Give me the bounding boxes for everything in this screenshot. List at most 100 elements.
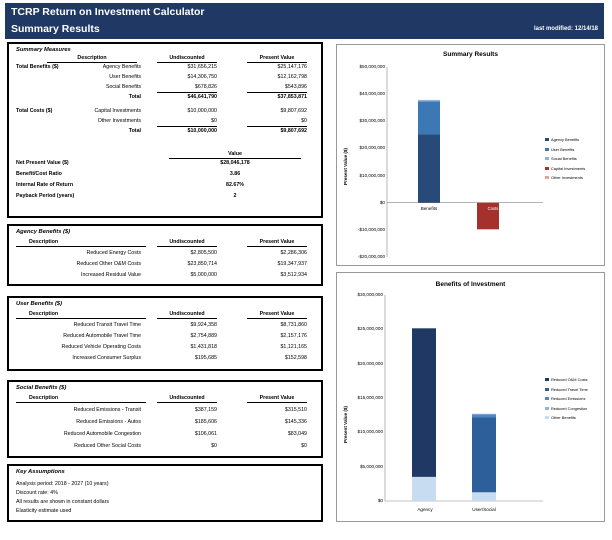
social-benefits-panel: Social Benefits ($) Description Undiscou… bbox=[7, 380, 323, 458]
bar-segment bbox=[477, 202, 499, 230]
bar-segment bbox=[418, 101, 440, 135]
panel-title: User Benefits ($) bbox=[16, 301, 63, 307]
legend-item: Agency Benefits bbox=[545, 137, 579, 142]
bar-segment bbox=[418, 134, 440, 203]
row-present-value-total: $37,853,871 bbox=[277, 94, 307, 100]
row-present-value: $2,286,306 bbox=[280, 250, 307, 256]
row-label: Reduced Automobile Congestion bbox=[63, 431, 141, 437]
row-present-value: $152,598 bbox=[284, 355, 307, 361]
bar-segment bbox=[412, 476, 436, 501]
agency-benefits-panel: Agency Benefits ($) Description Undiscou… bbox=[7, 224, 323, 286]
x-category-label: Benefits bbox=[420, 206, 438, 211]
legend-swatch bbox=[545, 176, 549, 180]
y-tick-label: $0 bbox=[379, 199, 385, 205]
bar-segment bbox=[418, 99, 440, 102]
row-label: Reduced Vehicle Operating Costs bbox=[61, 344, 142, 350]
legend-item: Reduced O&M Costs bbox=[545, 377, 588, 382]
x-category-label: Agency bbox=[417, 507, 433, 512]
assumption-line: Elasticity estimate used bbox=[16, 508, 72, 514]
y-tick-label: $30,000,000 bbox=[357, 292, 383, 297]
legend-swatch bbox=[545, 147, 549, 151]
row-label: Reduced Other Social Costs bbox=[74, 443, 141, 449]
row-undiscounted-total: $10,000,000 bbox=[187, 128, 217, 134]
row-undiscounted: $678,826 bbox=[194, 84, 217, 90]
chart2-plot bbox=[384, 295, 543, 502]
row-undiscounted: $2,805,500 bbox=[190, 250, 217, 256]
user-benefits-panel: User Benefits ($) Description Undiscount… bbox=[7, 296, 323, 371]
panel-title: Key Assumptions bbox=[16, 469, 65, 475]
legend-item: Other Benefits bbox=[545, 415, 576, 420]
y-tick-label: $0 bbox=[377, 498, 383, 503]
benefits-of-investment-chart: Benefits of Investment Present Value ($)… bbox=[336, 272, 605, 522]
y-tick-label: $40,000,000 bbox=[359, 91, 385, 97]
bar-segment bbox=[472, 417, 496, 493]
row-present-value: $315,510 bbox=[284, 407, 307, 413]
row-present-value: $83,049 bbox=[287, 431, 307, 437]
summary-results-chart: Summary Results Present Value ($) $50,00… bbox=[336, 44, 605, 266]
row-present-value: $19,347,937 bbox=[277, 261, 307, 267]
measure-label: Benefit/Cost Ratio bbox=[16, 171, 62, 177]
assumption-line: All results are shown in constant dollar… bbox=[16, 499, 110, 505]
chart-title: Summary Results bbox=[443, 51, 498, 58]
row-undiscounted: $14,306,750 bbox=[187, 74, 217, 80]
row-present-value: $0 bbox=[301, 443, 307, 449]
page-header: TCRP Return on Investment Calculator Sum… bbox=[5, 3, 604, 39]
row-undiscounted-total: $46,641,790 bbox=[187, 94, 217, 100]
total-benefits-label: Total Benefits ($) bbox=[16, 64, 59, 70]
bar-segment bbox=[472, 414, 496, 418]
y-tick-label: $25,000,000 bbox=[357, 326, 383, 332]
y-tick-label: -$10,000,000 bbox=[357, 226, 385, 232]
row-present-value: $2,157,176 bbox=[280, 333, 307, 339]
measure-value: $28,046,178 bbox=[220, 160, 250, 166]
legend-swatch bbox=[545, 138, 549, 142]
y-tick-label: $50,000,000 bbox=[359, 64, 385, 69]
legend-item: Capital Investments bbox=[545, 166, 585, 171]
measure-value: 82.67% bbox=[226, 182, 244, 188]
row-present-value: $8,731,860 bbox=[280, 322, 307, 328]
y-tick-label: -$20,000,000 bbox=[357, 254, 385, 259]
row-undiscounted: $106,061 bbox=[194, 431, 217, 437]
total-costs-label: Total Costs ($) bbox=[16, 108, 53, 114]
col-present-value: Present Value bbox=[259, 55, 295, 61]
row-label: User Benefits bbox=[109, 74, 141, 80]
page-title: Summary Results bbox=[11, 23, 100, 35]
legend-swatch bbox=[545, 406, 549, 410]
row-present-value: $0 bbox=[301, 118, 307, 124]
row-label: Other Investments bbox=[97, 118, 141, 124]
row-present-value: $1,121,165 bbox=[280, 344, 307, 350]
x-category-label: Costs bbox=[487, 206, 499, 211]
row-undiscounted: $31,656,215 bbox=[187, 64, 217, 70]
x-category-label: User/Social bbox=[472, 507, 496, 512]
row-undiscounted: $1,431,818 bbox=[190, 344, 217, 350]
row-undiscounted: $23,850,714 bbox=[187, 261, 217, 267]
legend-swatch bbox=[545, 397, 549, 401]
row-undiscounted: $9,924,358 bbox=[190, 322, 217, 328]
row-label: Social Benefits bbox=[105, 84, 141, 90]
bar-segment bbox=[472, 413, 496, 415]
row-undiscounted: $0 bbox=[211, 443, 217, 449]
col-present-value: Present Value bbox=[259, 395, 295, 401]
assumption-line: Discount rate: 4% bbox=[16, 490, 58, 496]
row-present-value: $25,147,176 bbox=[277, 64, 307, 70]
row-present-value: $12,162,798 bbox=[277, 74, 307, 80]
row-label: Increased Consumer Surplus bbox=[72, 355, 141, 361]
row-undiscounted: $185,606 bbox=[194, 419, 217, 425]
y-tick-label: $10,000,000 bbox=[359, 172, 385, 178]
row-label-total: Total bbox=[128, 128, 141, 134]
legend-item: Reduced Travel Time bbox=[545, 387, 588, 392]
legend-item: Reduced Congestion bbox=[545, 406, 587, 411]
row-undiscounted: $387,159 bbox=[194, 407, 217, 413]
legend-swatch bbox=[545, 166, 549, 170]
y-tick-label: $10,000,000 bbox=[357, 429, 383, 435]
row-undiscounted: $5,000,000 bbox=[190, 272, 217, 278]
bar-segment bbox=[412, 328, 436, 477]
row-label: Agency Benefits bbox=[102, 64, 141, 70]
row-label: Capital Investments bbox=[94, 108, 141, 114]
row-present-value: $145,336 bbox=[284, 419, 307, 425]
row-label: Reduced Automobile Travel Time bbox=[63, 333, 141, 339]
legend-swatch bbox=[545, 387, 549, 391]
panel-title: Social Benefits ($) bbox=[16, 385, 67, 391]
row-label: Reduced Other O&M Costs bbox=[76, 261, 141, 267]
row-present-value: $543,896 bbox=[284, 84, 307, 90]
legend-swatch bbox=[545, 378, 549, 382]
